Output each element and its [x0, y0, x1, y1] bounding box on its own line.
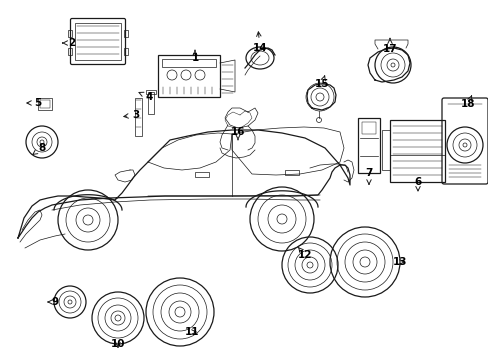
Bar — [148, 92, 154, 114]
Text: 18: 18 — [460, 96, 474, 109]
Text: 9: 9 — [48, 297, 59, 307]
Bar — [389, 120, 444, 182]
Bar — [146, 90, 156, 94]
Text: 13: 13 — [392, 257, 407, 267]
Bar — [135, 98, 142, 136]
Text: 11: 11 — [184, 327, 199, 337]
Text: 17: 17 — [382, 39, 397, 54]
Bar — [68, 48, 72, 55]
Bar — [361, 122, 375, 134]
Bar — [75, 23, 121, 60]
Text: 2: 2 — [62, 38, 76, 48]
Bar — [195, 172, 208, 177]
Bar — [124, 48, 128, 55]
Text: 16: 16 — [230, 127, 245, 140]
Text: 3: 3 — [123, 110, 140, 120]
Text: 15: 15 — [314, 76, 328, 89]
Text: 6: 6 — [413, 177, 421, 191]
Bar — [162, 59, 216, 67]
Bar — [68, 30, 72, 37]
Text: 4: 4 — [139, 92, 152, 102]
Text: 8: 8 — [33, 143, 45, 154]
Bar — [40, 100, 50, 108]
Text: 10: 10 — [110, 339, 125, 349]
Text: 14: 14 — [252, 32, 267, 53]
Bar — [357, 118, 379, 173]
Text: 1: 1 — [191, 50, 198, 63]
Text: 7: 7 — [365, 168, 372, 184]
Bar — [158, 55, 220, 97]
Bar — [124, 30, 128, 37]
Bar — [285, 170, 298, 175]
Text: 12: 12 — [297, 247, 312, 260]
Text: 5: 5 — [27, 98, 41, 108]
Bar — [38, 98, 52, 110]
